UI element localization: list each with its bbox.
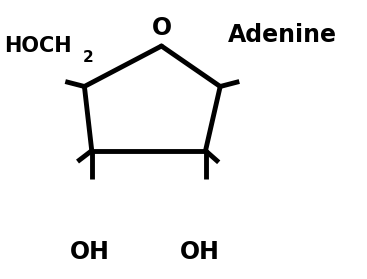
Text: OH: OH (70, 240, 110, 264)
Text: HOCH: HOCH (4, 36, 71, 56)
Text: OH: OH (180, 240, 220, 264)
Text: O: O (152, 16, 171, 40)
Text: 2: 2 (83, 50, 93, 65)
Text: Adenine: Adenine (228, 23, 337, 47)
